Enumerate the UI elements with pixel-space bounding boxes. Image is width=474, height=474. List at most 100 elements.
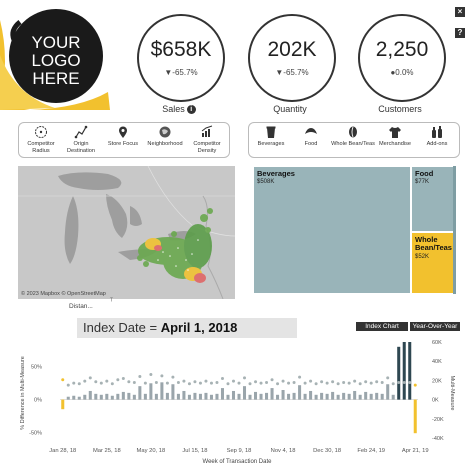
tool-origin-destination[interactable]: Origin Destination [59,125,103,154]
tool-store-focus[interactable]: Store Focus [101,125,145,148]
kpi-quantity[interactable]: 202K ▼-65.7% [248,14,336,102]
index-date-prefix: Index Date = [83,320,161,335]
distance-sort-icon[interactable]: ᵀ [110,298,114,305]
chart-dot [198,381,202,385]
chart-bar [143,393,147,400]
distance-filter[interactable]: Distan... [69,303,93,310]
chart-bar [242,386,247,400]
treemap-small-segment[interactable] [453,166,456,294]
chart-dot [386,376,390,380]
chart-dot [265,380,269,384]
index-date-value: April 1, 2018 [160,320,238,335]
help-button[interactable]: ? [455,28,465,38]
kpi-quantity-label: Quantity [273,104,307,114]
chart-dot [347,381,351,385]
right-tick-label: 20K [432,378,442,384]
chart-dot [369,381,373,385]
chart-bar [160,382,164,400]
chart-bar [391,394,395,400]
chart-dot [413,383,417,387]
right-tick-label: 0K [432,398,439,404]
chart-dot [132,380,136,384]
store-map[interactable]: © 2023 Mapbox © OpenStreetMap [18,166,235,299]
x-tick-label: Apr 21, 19 [402,448,429,454]
chart-dot [276,382,280,386]
category-add-ons[interactable]: Add-ons [415,125,459,148]
chart-bar [149,383,153,400]
category-treemap: Beverages $508K Food $77K Whole Bean/Tea… [253,166,456,294]
left-axis-title: % Difference in Multi-Measure [20,356,26,430]
chart-dot [94,380,98,384]
x-tick-label: Jul 15, 18 [182,448,207,454]
kpi-sales-label-wrap: Sales i [137,104,221,115]
chart-dot [364,380,368,384]
treemap-label: Beverages [257,169,295,178]
chart-bar [270,388,274,400]
chart-bar [276,394,280,400]
chart-dot [375,380,379,384]
tool-competitor-radius[interactable]: Competitor Radius [19,125,63,154]
category-food[interactable]: Food [289,125,333,148]
close-button[interactable]: × [455,7,465,17]
chart-bar [369,393,373,400]
chart-dot [88,376,92,380]
kpi-sales-label: Sales [162,104,185,114]
chart-bar [358,394,362,400]
category-beverages[interactable]: Beverages [249,125,293,148]
treemap-value: $77K [415,179,430,185]
chart-dot [358,382,362,386]
chart-bar [331,391,335,400]
category-label: Food [304,141,318,147]
chart-bar [254,391,258,400]
category-merchandise[interactable]: Merchandise [373,125,417,148]
kpi-sales-value: $658K [150,38,212,61]
x-axis-title: Week of Transaction Date [203,459,273,465]
tool-competitor-density[interactable]: Competitor Density [185,125,229,154]
chart-bar [198,393,202,400]
tab-year-over-year[interactable]: Year-Over-Year [410,322,460,331]
chart-bar [204,392,208,400]
chart-bar [99,394,103,400]
tab-index-chart[interactable]: Index Chart [356,322,408,331]
chart-bar [215,393,219,400]
map-tools-panel: Competitor Radius Origin Destination Sto… [18,122,230,158]
chart-dot [331,380,335,384]
chart-dot [281,379,285,383]
chart-bar [226,394,230,400]
kpi-sales[interactable]: $658K ▼-65.7% [137,14,225,102]
tool-label: Neighborhood [147,141,183,147]
chart-bar [325,393,329,400]
chart-bar [121,391,125,400]
chart-bar [66,396,70,400]
chart-dot [127,380,131,384]
chart-bar [165,392,169,400]
treemap-whole-bean[interactable]: Whole Bean/Teas $52K [411,232,456,294]
chart-dot [105,379,109,383]
treemap-beverages[interactable]: Beverages $508K [253,166,411,294]
chart-bar [209,394,213,400]
chart-dot [325,381,329,385]
kpi-quantity-delta: ▼-65.7% [275,68,309,77]
chart-dot [99,381,103,385]
shirt-icon [389,127,401,138]
tool-neighborhood[interactable]: Neighborhood [143,125,187,148]
index-date-control[interactable]: Index Date = April 1, 2018 [77,318,297,338]
tool-label: Store Focus [107,141,139,147]
kpi-customers[interactable]: 2,250 ●0.0% [358,14,446,102]
info-icon[interactable]: i [186,105,196,115]
chart-bar [127,392,131,400]
x-tick-label: Dec 30, 18 [313,448,341,454]
chart-dot [237,381,241,385]
chart-bar [281,390,285,400]
category-whole-bean[interactable]: Whole Bean/Teas [331,125,375,148]
bottles-icon [432,126,442,138]
chart-dot [248,382,252,386]
chart-dot [408,380,412,384]
treemap-food[interactable]: Food $77K [411,166,456,232]
x-tick-label: Jan 28, 18 [49,448,76,454]
chart-bar [342,392,346,400]
tool-label: Competitor Radius [27,141,55,154]
chart-bar [187,394,191,400]
right-tick-label: 40K [432,359,442,365]
chart-dot [380,380,384,384]
